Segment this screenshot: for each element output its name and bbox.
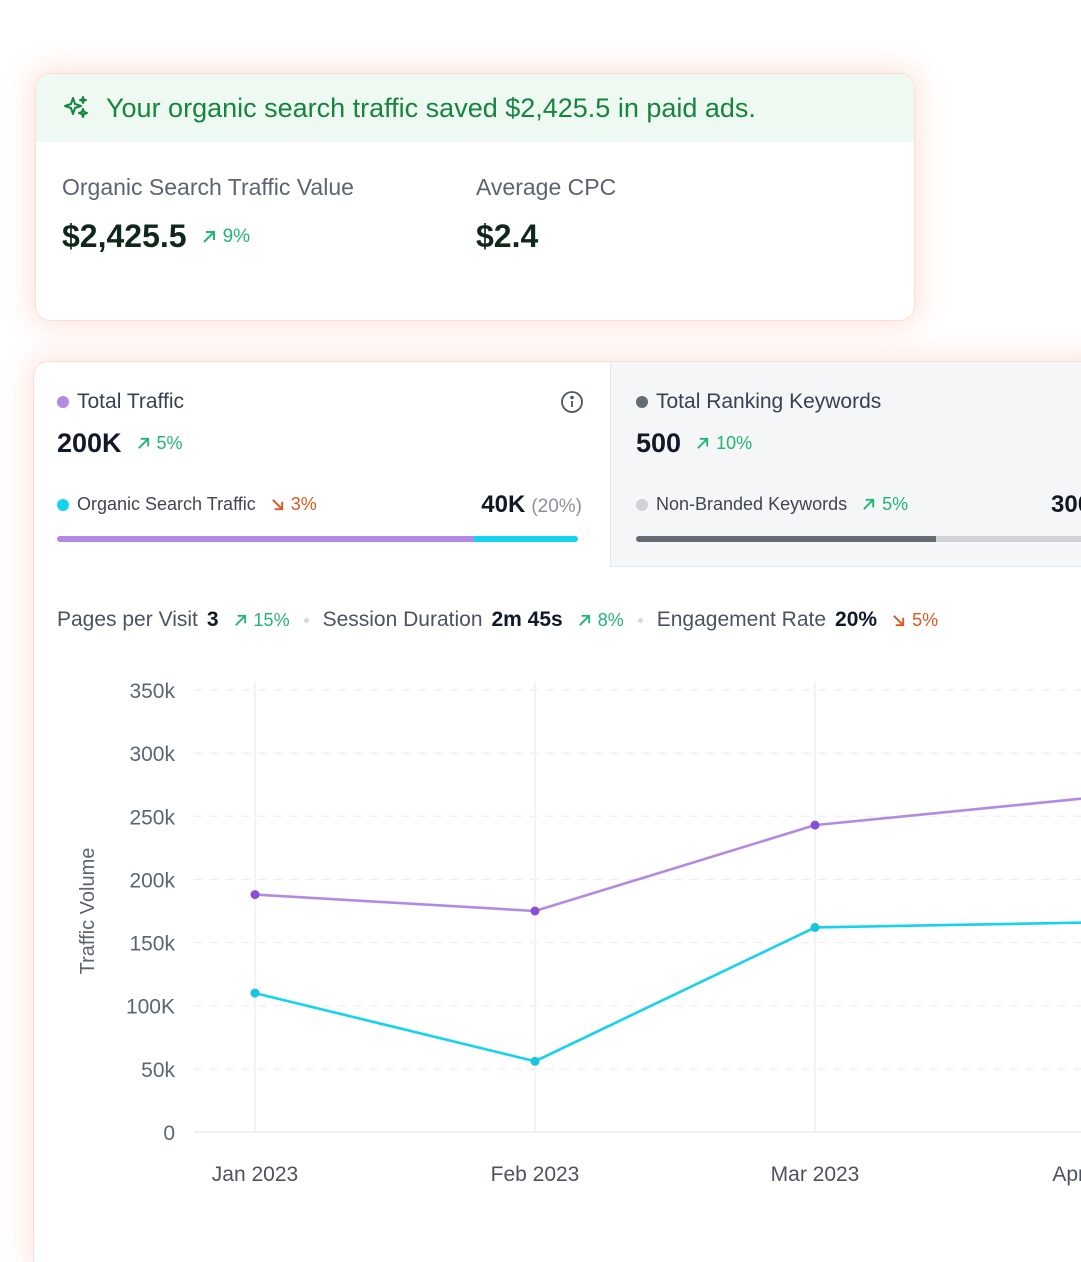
total-traffic-dot — [57, 396, 69, 408]
sparkles-icon — [64, 96, 88, 118]
arrow-up-right-icon — [137, 437, 149, 449]
traffic-value-label: Organic Search Traffic Value — [62, 174, 354, 200]
organic-traffic-change: 3% — [270, 494, 317, 515]
traffic-value-amount: $2,425.5 — [62, 218, 187, 254]
session-duration-change: 8% — [577, 610, 624, 631]
x-tick-label: Mar 2023 — [771, 1163, 860, 1186]
savings-banner: Your organic search traffic saved $2,425… — [36, 74, 914, 142]
y-tick-label: 200k — [129, 869, 175, 892]
session-duration-label: Session Duration — [322, 608, 483, 631]
pages-per-visit-change: 15% — [233, 610, 290, 631]
session-duration-value: 2m 45s — [491, 608, 563, 631]
savings-card: Your organic search traffic saved $2,425… — [36, 74, 914, 320]
arrow-up-right-icon — [863, 498, 875, 510]
ranking-keywords-panel[interactable]: Total Ranking Keywords 500 10% Non-Brand… — [610, 362, 1081, 567]
avg-cpc-label: Average CPC — [476, 174, 617, 200]
pages-per-visit-value: 3 — [206, 608, 219, 631]
arrow-up-right-icon — [697, 437, 709, 449]
engagement-rate-label: Engagement Rate — [656, 608, 827, 631]
y-tick-label: 50k — [141, 1059, 175, 1082]
arrow-up-right-icon — [234, 614, 246, 626]
y-tick-label: 350k — [129, 680, 175, 703]
total-traffic-value: 200K 5% — [57, 428, 183, 458]
arrow-down-right-icon — [271, 499, 283, 511]
non-branded-legend: Non-Branded Keywords 5% — [636, 494, 908, 515]
stats-separator — [637, 617, 643, 623]
ranking-keywords-dot — [636, 396, 648, 408]
traffic-overview-card: 0 50k 100K 150k 200k 250k 300k 350k Jan 2023 Feb … — [34, 362, 1081, 1262]
arrow-down-right-icon — [893, 614, 905, 626]
organic-traffic-label: Organic Search Traffic — [77, 494, 256, 514]
x-tick-label: Apr 2023 — [1052, 1163, 1081, 1186]
y-tick-label: 300k — [129, 743, 175, 766]
keywords-share-bar — [636, 536, 1081, 542]
total-traffic-label: Total Traffic — [77, 390, 184, 413]
total-traffic-legend: Total Traffic — [57, 390, 184, 414]
data-point — [250, 890, 260, 900]
engagement-rate-value: 20% — [835, 608, 878, 631]
ranking-keywords-label: Total Ranking Keywords — [656, 390, 882, 413]
traffic-value-change: 9% — [201, 226, 250, 248]
organic-traffic-segment — [473, 536, 578, 542]
engagement-stats: Pages per Visit 3 15% Session Duration 2… — [57, 608, 938, 632]
series-line-2 — [254, 921, 1081, 1063]
ranking-keywords-change: 10% — [695, 433, 752, 454]
y-axis-label: Traffic Volume — [77, 848, 99, 975]
traffic-share-bar — [57, 536, 578, 542]
arrow-up-right-icon — [202, 230, 215, 243]
arrow-up-right-icon — [578, 614, 590, 626]
data-point — [250, 988, 260, 998]
branded-segment — [936, 536, 1081, 542]
ranking-keywords-legend: Total Ranking Keywords — [636, 390, 881, 414]
y-tick-label: 150k — [129, 933, 175, 956]
non-branded-segment — [636, 536, 936, 542]
y-tick-label: 250k — [129, 806, 175, 829]
data-point — [810, 922, 820, 932]
non-branded-dot — [636, 498, 648, 511]
ranking-keywords-value: 500 10% — [636, 428, 753, 458]
series-line-1 — [254, 797, 1081, 913]
organic-traffic-value: 40K (20%) — [481, 491, 582, 518]
x-tick-label: Feb 2023 — [491, 1163, 580, 1186]
organic-traffic-dot — [57, 498, 69, 511]
non-branded-change: 5% — [861, 494, 908, 515]
total-traffic-change: 5% — [136, 433, 183, 454]
traffic-value: $2,425.5 9% — [62, 218, 250, 255]
info-icon[interactable] — [560, 390, 584, 414]
data-point — [530, 906, 540, 916]
total-traffic-segment — [57, 536, 474, 542]
savings-banner-text: Your organic search traffic saved $2,425… — [106, 92, 756, 123]
y-tick-label: 0 — [163, 1122, 175, 1145]
engagement-rate-change: 5% — [891, 610, 938, 631]
data-point — [530, 1056, 540, 1066]
data-point — [810, 820, 820, 830]
x-tick-label: Jan 2023 — [212, 1163, 298, 1186]
y-tick-label: 100K — [126, 996, 175, 1019]
traffic-line-chart: 0 50k 100K 150k 200k 250k 300k 350k Jan 2023 Feb … — [77, 680, 1081, 1186]
non-branded-label: Non-Branded Keywords — [656, 494, 848, 514]
avg-cpc-value: $2.4 — [476, 218, 539, 254]
organic-traffic-legend: Organic Search Traffic 3% — [57, 494, 317, 515]
non-branded-value: 300 — [1051, 491, 1081, 518]
pages-per-visit-label: Pages per Visit — [57, 608, 198, 631]
stats-separator — [303, 617, 309, 623]
